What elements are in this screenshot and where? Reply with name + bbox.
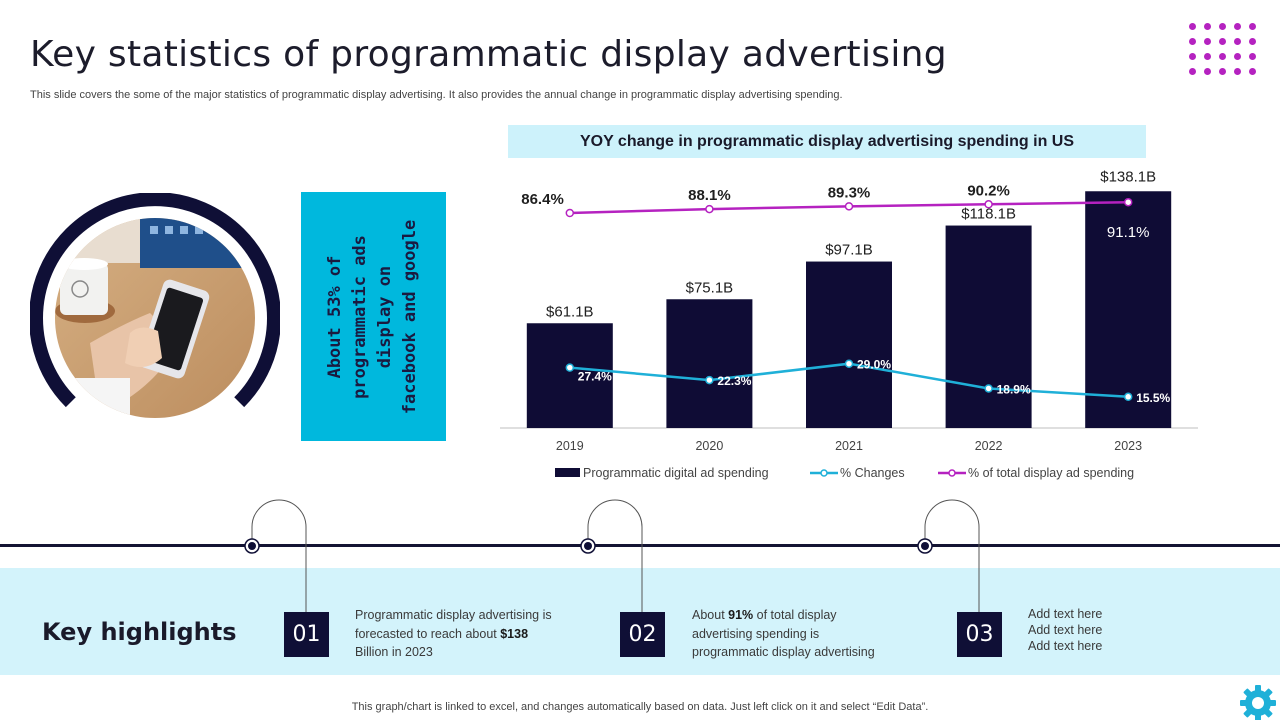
point-changes [984, 384, 993, 393]
legend-marker-changes [820, 469, 828, 477]
highlight-number-2: 02 [620, 612, 665, 657]
changes-value-label: 29.0% [857, 358, 891, 372]
x-tick-label: 2022 [975, 439, 1003, 453]
footer-note: This graph/chart is linked to excel, and… [351, 701, 929, 713]
highlight-segment: Add text here [1028, 607, 1103, 621]
chart-title: YOY change in programmatic display adver… [508, 125, 1146, 158]
changes-value-label: 22.3% [717, 374, 751, 388]
highlight-text-1: Programmatic display advertising is forec… [355, 606, 552, 662]
highlight-emphasis: $138 [500, 626, 529, 641]
highlight-segment: Programmatic display advertising is [355, 608, 552, 622]
stat-line: display on [375, 265, 396, 368]
legend-swatch-bar [555, 468, 580, 477]
bar-2023 [1085, 191, 1172, 428]
bar-2021 [806, 261, 892, 428]
bar-value-label: $61.1B [546, 303, 594, 320]
highlight-line: About 91% of total display [692, 606, 875, 625]
stat-line: programmatic ads [350, 234, 371, 399]
highlight-line: Billion in 2023 [355, 643, 552, 662]
timeline-node-dot [248, 542, 256, 550]
highlight-segment: of total display [753, 608, 837, 622]
highlight-line: Add text here [1028, 638, 1102, 654]
bar-value-label: $97.1B [825, 242, 873, 259]
highlight-line: advertising spending is [692, 625, 875, 644]
bar-value-label: $138.1B [1100, 168, 1156, 185]
point-changes [844, 359, 854, 368]
highlight-segment: Billion in 2023 [355, 645, 433, 659]
highlight-line: forecasted to reach about $138 [355, 625, 552, 644]
timeline-connector-2 [587, 499, 643, 612]
total-value-label: 91.1% [1107, 224, 1150, 241]
highlight-segment: About [692, 608, 729, 622]
page-title: Key statistics of programmatic display a… [30, 34, 947, 75]
highlight-text-2: About 91% of total display advertising sp… [692, 606, 875, 662]
stat-highlight-box: About 53% of programmatic ads display on… [301, 192, 446, 441]
highlight-segment: programmatic display advertising [692, 645, 875, 659]
point-changes [1123, 392, 1133, 402]
stat-line: About 53% of [325, 255, 346, 378]
point-total [844, 202, 854, 211]
total-value-label: 88.1% [688, 187, 731, 204]
timeline-connector-3 [924, 499, 980, 612]
total-value-label: 86.4% [521, 191, 564, 208]
highlight-line: Programmatic display advertising is [355, 606, 552, 625]
x-tick-label: 2021 [835, 439, 863, 453]
x-tick-label: 2019 [556, 439, 584, 453]
bar-value-label: $75.1B [686, 279, 734, 296]
point-changes [565, 363, 575, 372]
bar-value-label: $118.1B [961, 206, 1016, 223]
legend-marker-total [948, 469, 956, 477]
legend-label: % of total display ad spending [968, 466, 1134, 480]
highlight-segment: advertising spending is [692, 626, 820, 641]
highlight-text-3: Add text here Add text here Add text here [1028, 606, 1102, 654]
total-value-label: 90.2% [967, 182, 1010, 199]
point-total [565, 208, 575, 218]
changes-value-label: 18.9% [997, 382, 1031, 396]
highlight-line: Add text here [1028, 622, 1102, 638]
highlight-number-1: 01 [284, 612, 329, 657]
stat-line: facebook and google [400, 219, 421, 414]
gear-icon[interactable] [1238, 683, 1278, 720]
bar-2022 [945, 225, 1032, 428]
point-total [1123, 197, 1133, 207]
page-subtitle: This slide covers the some of the major … [30, 89, 843, 101]
timeline-node-dot [584, 542, 592, 550]
highlight-number-3: 03 [957, 612, 1002, 657]
highlight-segment: Add text here [1028, 623, 1103, 637]
x-tick-label: 2020 [695, 439, 723, 453]
timeline-connector-1 [251, 499, 307, 612]
x-tick-label: 2023 [1114, 439, 1142, 453]
timeline-node-dot [921, 542, 929, 550]
highlight-emphasis: 91% [728, 608, 754, 622]
combo-chart[interactable]: 2019 $61.1B 2020 $75.1B 2021 $97.1B 2022 $118.1… [470, 160, 1230, 490]
highlight-segment: Add text here [1028, 639, 1103, 653]
timeline-line [0, 544, 1280, 547]
point-changes [705, 375, 714, 385]
total-value-label: 89.3% [828, 184, 871, 201]
changes-value-label: 15.5% [1136, 391, 1170, 405]
legend-label: Programmatic digital ad spending [583, 466, 769, 480]
decorative-dot-grid [1189, 23, 1261, 75]
bar-2019 [526, 323, 613, 428]
timeline-connectors [244, 499, 980, 612]
changes-value-label: 27.4% [578, 370, 612, 384]
point-total [984, 200, 993, 209]
highlight-segment: forecasted to reach about [355, 626, 501, 641]
point-total [705, 204, 714, 214]
bar-2020 [666, 299, 753, 428]
smartphone-photo [29, 192, 281, 443]
key-highlights-title: Key highlights [42, 618, 237, 646]
highlight-line: programmatic display advertising [692, 643, 875, 662]
highlight-line: Add text here [1028, 606, 1102, 622]
legend-label: % Changes [840, 466, 905, 480]
